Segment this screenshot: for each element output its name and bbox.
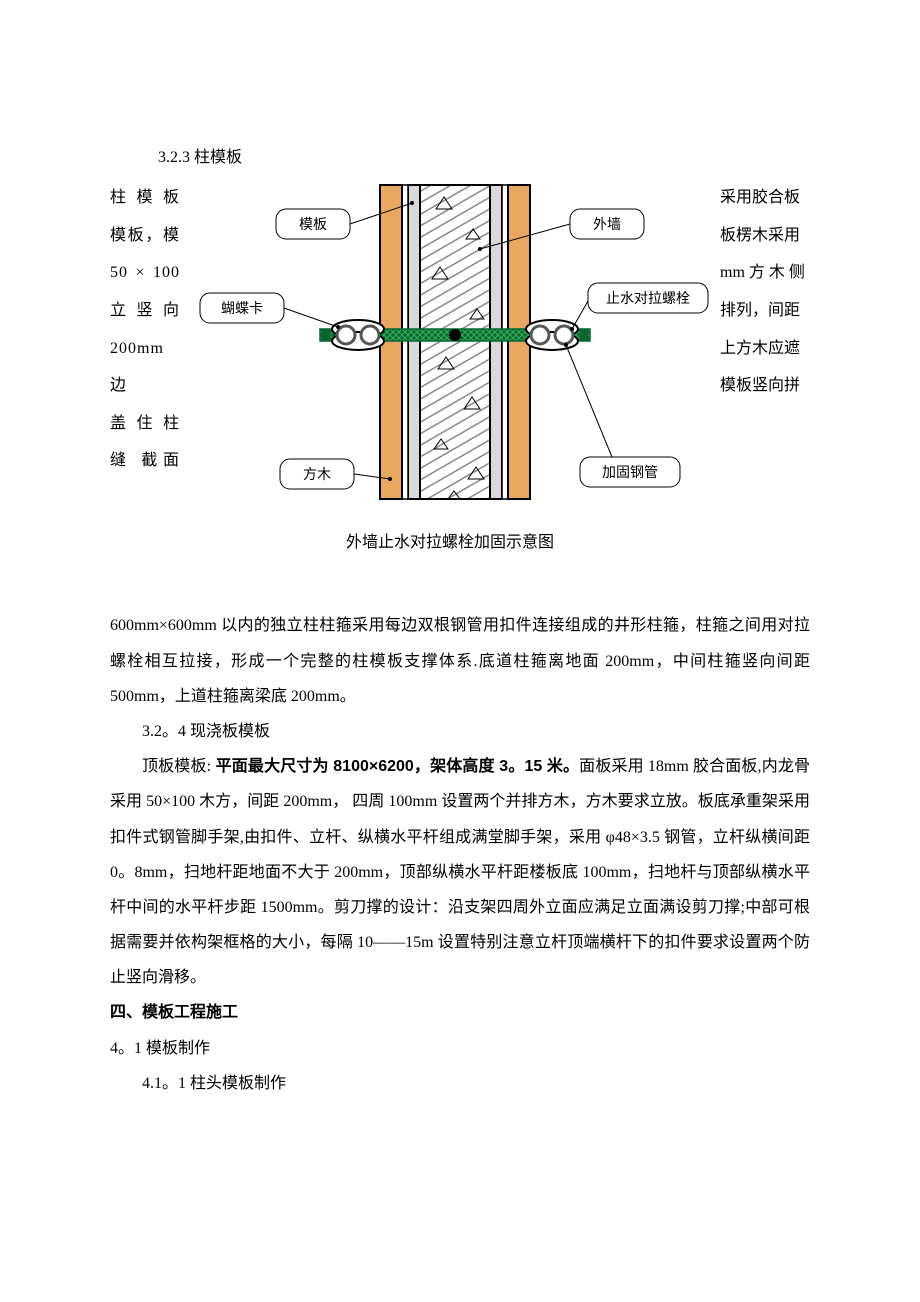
label-zhishuibolt: 止水对拉螺栓 — [606, 291, 690, 307]
label-fangmu: 方木 — [303, 467, 331, 483]
wrap-left-line: 200mm 边 — [110, 330, 180, 405]
wrap-left-line: 盖 住 柱 — [110, 405, 180, 443]
wrap-right-line: 板楞木采用 — [720, 217, 810, 255]
paragraph-324: 顶板模板: 平面最大尺寸为 8100×6200，架体高度 3。15 米。面板采用… — [110, 749, 810, 995]
heading-3-2-3: 3.2.3 柱模板 — [110, 140, 810, 175]
wrap-text-left: 柱 模 板 模板，模 50 × 100 立 竖 向 200mm 边 盖 住 柱 … — [110, 179, 180, 480]
label-hudieka: 蝴蝶卡 — [221, 301, 263, 317]
paragraph-600mm: 600mm×600mm 以内的独立柱柱箍采用每边双根钢管用扣件连接组成的井形柱箍… — [110, 608, 810, 714]
wrap-right-line: mm 方 木 侧 — [720, 254, 810, 292]
label-muban: 模板 — [299, 217, 327, 233]
label-waiqiang: 外墙 — [593, 217, 621, 233]
wrap-left-line: 50 × 100 — [110, 254, 180, 292]
wrap-text-right: 采用胶合板 板楞木采用 mm 方 木 侧 排列，间距 上方木应遮 模板竖向拼 — [720, 179, 810, 405]
wrap-right-line: 排列，间距 — [720, 292, 810, 330]
wrap-left-line: 缝 截面 — [110, 442, 180, 480]
para-324-rest: 面板采用 18mm 胶合面板,内龙骨采用 50×100 木方，间距 200mm，… — [110, 758, 810, 986]
wrap-right-line: 模板竖向拼 — [720, 367, 810, 405]
heading-section-4: 四、模板工程施工 — [110, 995, 810, 1030]
figure-wrap-block: 柱 模 板 模板，模 50 × 100 立 竖 向 200mm 边 盖 住 柱 … — [110, 179, 810, 560]
para-324-prefix: 顶板模板: — [142, 758, 211, 775]
wrap-left-line: 柱 模 板 — [110, 179, 180, 217]
para-324-bold: 平面最大尺寸为 8100×6200，架体高度 3。15 米。 — [211, 758, 579, 775]
wrap-right-line: 上方木应遮 — [720, 330, 810, 368]
wall-bolt-diagram: 模板 外墙 蝴蝶卡 止水对拉螺栓 方木 加固钢管 — [180, 179, 720, 519]
heading-4-1-1: 4.1。1 柱头模板制作 — [110, 1066, 810, 1101]
heading-4-1: 4。1 模板制作 — [110, 1031, 810, 1066]
wrap-right-line: 采用胶合板 — [720, 179, 810, 217]
wrap-left-line: 模板，模 — [110, 217, 180, 255]
wrap-left-line: 立 竖 向 — [110, 292, 180, 330]
heading-3-2-4: 3.2。4 现浇板模板 — [110, 714, 810, 749]
diagram-container: 模板 外墙 蝴蝶卡 止水对拉螺栓 方木 加固钢管 — [180, 179, 720, 560]
diagram-caption: 外墙止水对拉螺栓加固示意图 — [346, 525, 554, 560]
label-jiagu: 加固钢管 — [602, 465, 658, 481]
